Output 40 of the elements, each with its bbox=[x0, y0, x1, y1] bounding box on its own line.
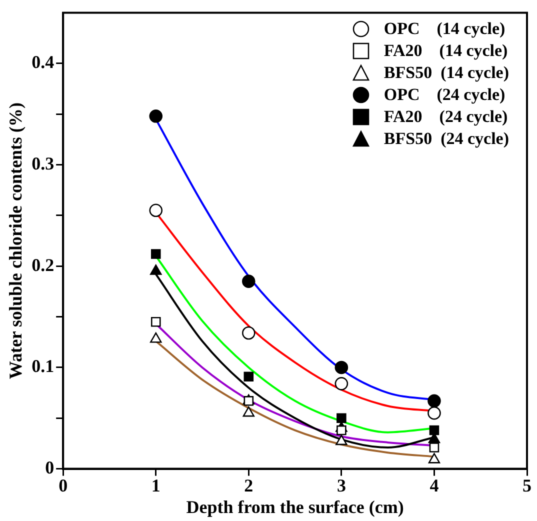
point bbox=[336, 425, 346, 436]
point bbox=[429, 442, 440, 452]
legend-label: OPC (24 cycle) bbox=[384, 84, 506, 106]
y-tick-label: 0 bbox=[45, 457, 54, 478]
point bbox=[242, 274, 256, 288]
y-tick-label: 0.1 bbox=[32, 356, 54, 376]
legend-label: BFS50 (14 cycle) bbox=[384, 62, 509, 84]
point bbox=[429, 425, 440, 436]
point bbox=[336, 413, 346, 424]
x-tick-label: 0 bbox=[58, 475, 68, 496]
point bbox=[242, 406, 255, 417]
legend-label: OPC (14 cycle) bbox=[384, 18, 506, 40]
point bbox=[336, 434, 348, 446]
point bbox=[428, 453, 440, 464]
y-axis-title: Water soluble chloride contents (%) bbox=[5, 102, 26, 380]
x-tick-label: 1 bbox=[151, 475, 160, 496]
x-tick-label: 4 bbox=[430, 475, 439, 496]
legend-label: BFS50 (24 cycle) bbox=[384, 128, 509, 150]
point bbox=[428, 406, 441, 420]
point bbox=[242, 326, 256, 340]
y-tick-label: 0.2 bbox=[32, 254, 54, 275]
legend-label: FA20 (24 cycle) bbox=[384, 106, 508, 128]
point bbox=[149, 110, 163, 123]
point bbox=[150, 332, 162, 343]
point bbox=[150, 264, 162, 275]
point bbox=[150, 249, 161, 259]
point bbox=[244, 372, 254, 382]
x-tick-label: 5 bbox=[522, 475, 532, 496]
x-tick-label: 3 bbox=[336, 475, 346, 496]
point bbox=[244, 396, 254, 406]
y-tick-label: 0.4 bbox=[32, 52, 54, 72]
point bbox=[334, 360, 348, 374]
legend-label: FA20 (14 cycle) bbox=[384, 40, 508, 62]
x-axis-title: Depth from the surface (cm) bbox=[186, 496, 404, 517]
y-tick-label: 0.3 bbox=[32, 153, 54, 174]
point bbox=[149, 204, 163, 218]
x-tick-label: 2 bbox=[244, 475, 254, 496]
point bbox=[150, 316, 161, 327]
point bbox=[428, 394, 441, 408]
point bbox=[334, 377, 348, 390]
